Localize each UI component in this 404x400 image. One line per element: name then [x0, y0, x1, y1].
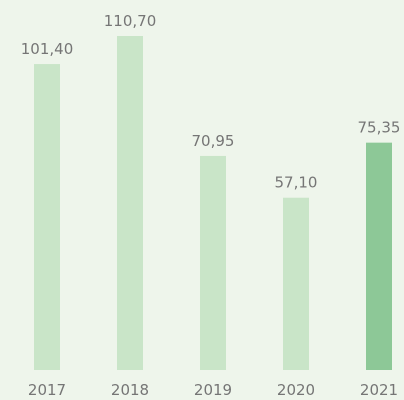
x-tick-label: 2018	[111, 381, 149, 399]
bar	[366, 142, 392, 370]
bar	[200, 155, 226, 370]
value-label: 110,70	[104, 12, 157, 30]
value-label: 70,95	[192, 132, 235, 150]
value-label: 101,40	[21, 40, 74, 58]
x-tick-label: 2017	[28, 381, 66, 399]
x-tick-label: 2020	[277, 381, 315, 399]
value-label: 75,35	[358, 119, 401, 137]
bar	[283, 197, 309, 370]
x-tick-label: 2019	[194, 381, 232, 399]
x-tick-label: 2021	[360, 381, 398, 399]
value-label: 57,10	[275, 174, 318, 192]
bar	[34, 64, 60, 370]
bar	[117, 36, 143, 370]
